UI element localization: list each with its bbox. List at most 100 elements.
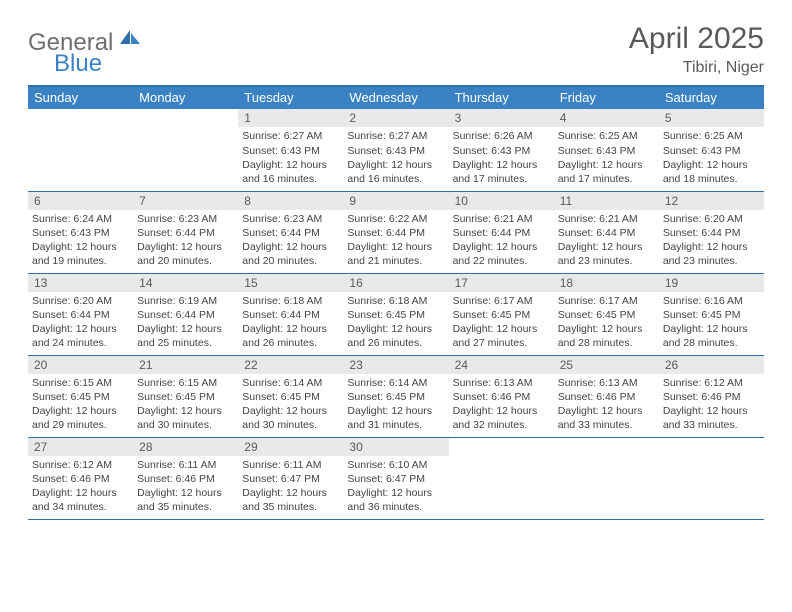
sunrise-text: Sunrise: 6:18 AM <box>347 294 444 308</box>
sunset-text: Sunset: 6:44 PM <box>242 308 339 322</box>
day-cell: 12Sunrise: 6:20 AMSunset: 6:44 PMDayligh… <box>659 191 764 273</box>
sunset-text: Sunset: 6:45 PM <box>558 308 655 322</box>
sunrise-text: Sunrise: 6:16 AM <box>663 294 760 308</box>
daylight-text: Daylight: 12 hours and 20 minutes. <box>137 240 234 268</box>
sunset-text: Sunset: 6:45 PM <box>663 308 760 322</box>
day-number: 21 <box>133 356 238 374</box>
day-info: Sunrise: 6:15 AMSunset: 6:45 PMDaylight:… <box>133 374 238 436</box>
day-cell: 27Sunrise: 6:12 AMSunset: 6:46 PMDayligh… <box>28 437 133 519</box>
dayhead-tue: Tuesday <box>238 86 343 109</box>
day-info: Sunrise: 6:17 AMSunset: 6:45 PMDaylight:… <box>449 292 554 354</box>
day-number-empty <box>133 109 238 127</box>
day-info: Sunrise: 6:14 AMSunset: 6:45 PMDaylight:… <box>238 374 343 436</box>
day-number: 12 <box>659 192 764 210</box>
sunrise-text: Sunrise: 6:24 AM <box>32 212 129 226</box>
daylight-text: Daylight: 12 hours and 34 minutes. <box>32 486 129 514</box>
week-row: 13Sunrise: 6:20 AMSunset: 6:44 PMDayligh… <box>28 273 764 355</box>
sunset-text: Sunset: 6:44 PM <box>242 226 339 240</box>
day-info: Sunrise: 6:12 AMSunset: 6:46 PMDaylight:… <box>28 456 133 518</box>
day-cell: 22Sunrise: 6:14 AMSunset: 6:45 PMDayligh… <box>238 355 343 437</box>
day-info: Sunrise: 6:19 AMSunset: 6:44 PMDaylight:… <box>133 292 238 354</box>
daylight-text: Daylight: 12 hours and 26 minutes. <box>242 322 339 350</box>
sunrise-text: Sunrise: 6:14 AM <box>242 376 339 390</box>
daylight-text: Daylight: 12 hours and 30 minutes. <box>137 404 234 432</box>
day-cell: 14Sunrise: 6:19 AMSunset: 6:44 PMDayligh… <box>133 273 238 355</box>
daylight-text: Daylight: 12 hours and 20 minutes. <box>242 240 339 268</box>
daylight-text: Daylight: 12 hours and 29 minutes. <box>32 404 129 432</box>
sunset-text: Sunset: 6:44 PM <box>137 308 234 322</box>
sunset-text: Sunset: 6:44 PM <box>453 226 550 240</box>
sunrise-text: Sunrise: 6:25 AM <box>663 129 760 143</box>
day-number: 27 <box>28 438 133 456</box>
day-number: 25 <box>554 356 659 374</box>
day-cell <box>554 437 659 519</box>
calendar-body: 1Sunrise: 6:27 AMSunset: 6:43 PMDaylight… <box>28 109 764 519</box>
day-info: Sunrise: 6:17 AMSunset: 6:45 PMDaylight:… <box>554 292 659 354</box>
dayhead-fri: Friday <box>554 86 659 109</box>
day-info: Sunrise: 6:11 AMSunset: 6:47 PMDaylight:… <box>238 456 343 518</box>
day-info: Sunrise: 6:27 AMSunset: 6:43 PMDaylight:… <box>238 127 343 189</box>
daylight-text: Daylight: 12 hours and 21 minutes. <box>347 240 444 268</box>
daylight-text: Daylight: 12 hours and 31 minutes. <box>347 404 444 432</box>
dayhead-sat: Saturday <box>659 86 764 109</box>
daylight-text: Daylight: 12 hours and 16 minutes. <box>347 158 444 186</box>
sunrise-text: Sunrise: 6:23 AM <box>137 212 234 226</box>
daylight-text: Daylight: 12 hours and 23 minutes. <box>558 240 655 268</box>
day-number: 28 <box>133 438 238 456</box>
dayhead-wed: Wednesday <box>343 86 448 109</box>
day-number: 17 <box>449 274 554 292</box>
day-info: Sunrise: 6:25 AMSunset: 6:43 PMDaylight:… <box>659 127 764 189</box>
day-cell <box>28 109 133 191</box>
day-info: Sunrise: 6:10 AMSunset: 6:47 PMDaylight:… <box>343 456 448 518</box>
sunrise-text: Sunrise: 6:22 AM <box>347 212 444 226</box>
day-number: 6 <box>28 192 133 210</box>
sunrise-text: Sunrise: 6:25 AM <box>558 129 655 143</box>
day-number: 5 <box>659 109 764 127</box>
sunset-text: Sunset: 6:43 PM <box>663 144 760 158</box>
day-cell: 1Sunrise: 6:27 AMSunset: 6:43 PMDaylight… <box>238 109 343 191</box>
daylight-text: Daylight: 12 hours and 18 minutes. <box>663 158 760 186</box>
day-info: Sunrise: 6:14 AMSunset: 6:45 PMDaylight:… <box>343 374 448 436</box>
sunrise-text: Sunrise: 6:21 AM <box>453 212 550 226</box>
sunrise-text: Sunrise: 6:13 AM <box>558 376 655 390</box>
sunrise-text: Sunrise: 6:19 AM <box>137 294 234 308</box>
day-info: Sunrise: 6:21 AMSunset: 6:44 PMDaylight:… <box>554 210 659 272</box>
day-cell: 7Sunrise: 6:23 AMSunset: 6:44 PMDaylight… <box>133 191 238 273</box>
day-cell: 25Sunrise: 6:13 AMSunset: 6:46 PMDayligh… <box>554 355 659 437</box>
day-number: 9 <box>343 192 448 210</box>
day-number: 30 <box>343 438 448 456</box>
sunset-text: Sunset: 6:43 PM <box>32 226 129 240</box>
sunset-text: Sunset: 6:43 PM <box>242 144 339 158</box>
dayhead-sun: Sunday <box>28 86 133 109</box>
sunrise-text: Sunrise: 6:11 AM <box>242 458 339 472</box>
sunrise-text: Sunrise: 6:23 AM <box>242 212 339 226</box>
title-block: April 2025 Tibiri, Niger <box>629 22 764 77</box>
daylight-text: Daylight: 12 hours and 25 minutes. <box>137 322 234 350</box>
day-info: Sunrise: 6:23 AMSunset: 6:44 PMDaylight:… <box>133 210 238 272</box>
day-cell: 8Sunrise: 6:23 AMSunset: 6:44 PMDaylight… <box>238 191 343 273</box>
day-number: 18 <box>554 274 659 292</box>
sunset-text: Sunset: 6:45 PM <box>347 308 444 322</box>
daylight-text: Daylight: 12 hours and 32 minutes. <box>453 404 550 432</box>
sunset-text: Sunset: 6:44 PM <box>558 226 655 240</box>
sunrise-text: Sunrise: 6:17 AM <box>558 294 655 308</box>
header-row: General Blue April 2025 Tibiri, Niger <box>28 22 764 77</box>
location-subtitle: Tibiri, Niger <box>629 59 764 77</box>
daylight-text: Daylight: 12 hours and 30 minutes. <box>242 404 339 432</box>
day-info: Sunrise: 6:25 AMSunset: 6:43 PMDaylight:… <box>554 127 659 189</box>
dayhead-mon: Monday <box>133 86 238 109</box>
day-cell: 13Sunrise: 6:20 AMSunset: 6:44 PMDayligh… <box>28 273 133 355</box>
day-number: 24 <box>449 356 554 374</box>
week-row: 20Sunrise: 6:15 AMSunset: 6:45 PMDayligh… <box>28 355 764 437</box>
sunset-text: Sunset: 6:44 PM <box>32 308 129 322</box>
day-number: 11 <box>554 192 659 210</box>
week-row: 6 Sunrise: 6:24 AMSunset: 6:43 PM Daylight… <box>28 191 764 273</box>
sunrise-text: Sunrise: 6:12 AM <box>663 376 760 390</box>
sunrise-text: Sunrise: 6:18 AM <box>242 294 339 308</box>
sunrise-text: Sunrise: 6:26 AM <box>453 129 550 143</box>
daylight-text: Daylight: 12 hours and 27 minutes. <box>453 322 550 350</box>
day-cell: 16Sunrise: 6:18 AMSunset: 6:45 PMDayligh… <box>343 273 448 355</box>
sunset-text: Sunset: 6:45 PM <box>32 390 129 404</box>
day-number: 22 <box>238 356 343 374</box>
day-cell: 2Sunrise: 6:27 AMSunset: 6:43 PMDaylight… <box>343 109 448 191</box>
